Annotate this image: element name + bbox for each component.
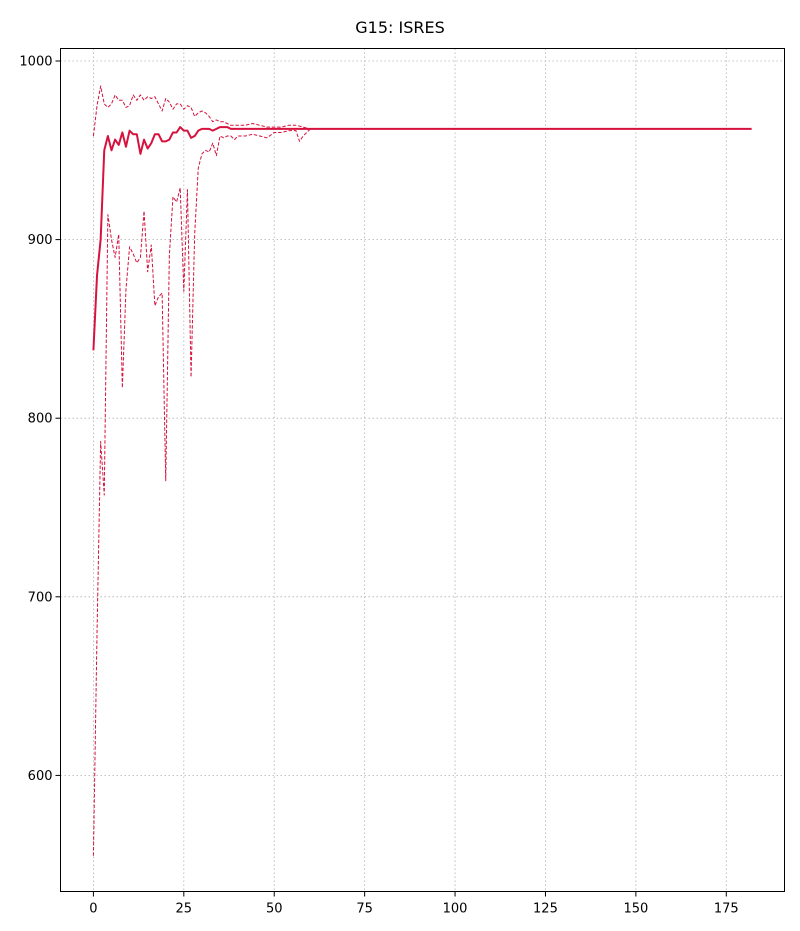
x-tick-label: 100 [443,902,468,917]
chart-title: G15: ISRES [355,18,445,37]
x-tick-label: 50 [266,902,283,917]
x-tick-label: 75 [356,902,373,917]
series-lines [92,85,752,856]
plot-frame [60,48,785,892]
series-upper-line [92,85,752,137]
x-tick-label: 175 [714,902,739,917]
y-axis: 600 700 800 900 1000 [19,55,61,784]
x-tick-label: 0 [89,902,97,917]
series-mean-line [92,126,752,351]
y-tick-label: 700 [28,590,53,605]
y-tick-label: 900 [28,233,53,248]
x-tick-label: 25 [176,902,193,917]
x-tick-label: 150 [623,902,648,917]
x-tick-label: 125 [533,902,558,917]
gridlines [60,48,785,892]
y-tick-label: 800 [28,412,53,427]
y-tick-label: 600 [28,769,53,784]
series-lower-line [92,128,752,856]
x-axis: 0 25 50 75 100 125 150 175 [89,891,739,917]
y-tick-label: 1000 [19,55,52,70]
